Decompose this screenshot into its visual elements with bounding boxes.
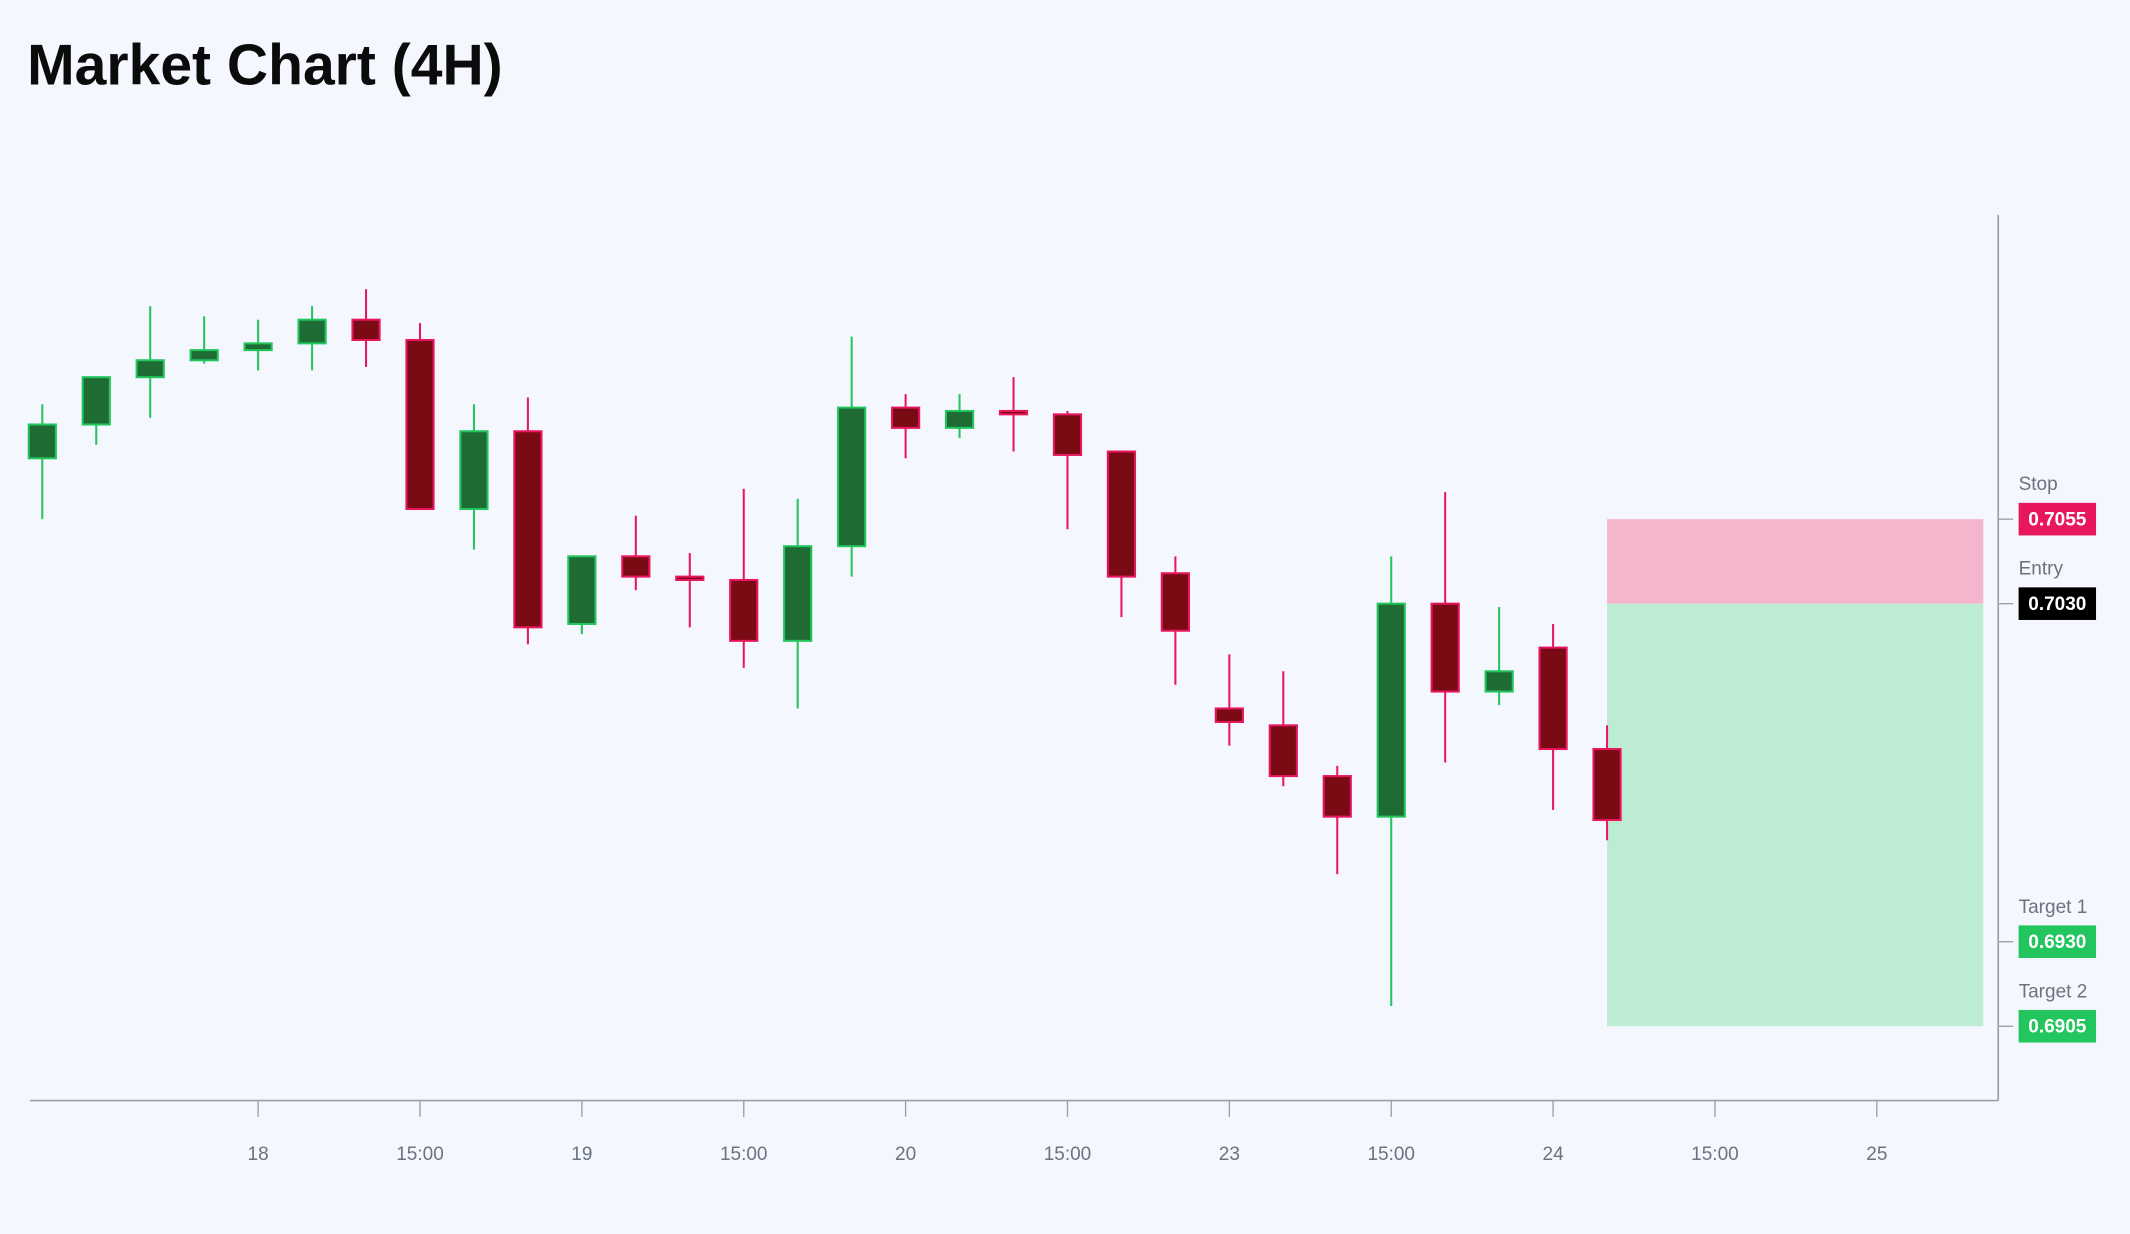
candle-body [944,409,975,429]
candle-body [1322,775,1352,818]
level-value: 0.6930 [2028,932,2086,953]
plot [27,289,1622,1006]
candle-body [81,376,111,426]
x-tick-label: 15:00 [1367,1144,1415,1165]
x-tick-label: 25 [1866,1144,1887,1165]
x-tick-label: 19 [571,1144,592,1165]
candle-body [243,342,273,352]
candle-body [459,430,489,511]
x-tick-label: 15:00 [1044,1144,1092,1165]
level-name: Stop [2019,474,2058,495]
level-value: 0.7030 [2028,594,2086,615]
risk-zone [1607,519,1984,604]
level-box [2018,1009,2097,1043]
candle-body [297,318,327,345]
x-tick-label: 18 [248,1144,269,1165]
candle-body [998,409,1029,416]
candle-body [1376,602,1406,818]
level-box [2018,502,2097,536]
candle-body [27,423,57,460]
level-value: 0.6905 [2028,1017,2087,1038]
level-box [2018,925,2097,959]
candle-body [621,555,651,578]
candle-body [1430,602,1460,693]
candle-body [783,545,813,642]
candle-body [891,406,921,429]
candle-body [351,318,381,342]
candle-body [567,555,597,625]
level-name: Entry [2019,559,2064,580]
candle-body [189,349,219,362]
candle-body [405,338,435,511]
candle-body [135,359,165,379]
level-value: 0.7055 [2028,510,2087,531]
x-tick-label: 15:00 [1691,1144,1739,1165]
candle-body [1484,670,1514,693]
candle-body [1160,572,1190,632]
zones [1607,519,1984,1027]
x-tick-label: 15:00 [720,1144,768,1165]
x-tick-label: 24 [1543,1144,1565,1165]
candle-body [837,406,867,548]
level-name: Target 2 [2019,981,2088,1002]
candle-body [1106,450,1137,578]
candle-body [1592,748,1622,822]
reward-zone [1607,603,1984,1027]
candle-body [675,575,705,582]
candle-body [513,430,543,629]
x-tick-label: 15:00 [396,1144,444,1165]
level-name: Target 1 [2019,897,2088,918]
x-tick-label: 23 [1219,1144,1240,1165]
chart-title: Market Chart (4H) [27,34,502,98]
candle-body [1214,707,1244,724]
candle-body [1268,724,1298,778]
level-box [2018,587,2097,620]
candle-body [1052,413,1083,456]
x-tick-label: 20 [895,1144,916,1165]
candle-body [729,578,759,642]
candle-body [1538,646,1568,751]
